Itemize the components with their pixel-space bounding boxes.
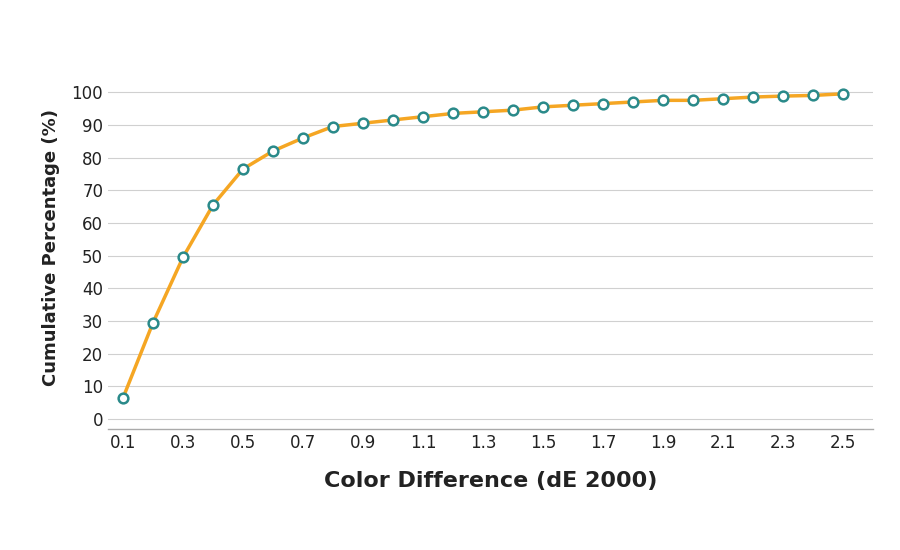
- Y-axis label: Cumulative Percentage (%): Cumulative Percentage (%): [42, 109, 60, 386]
- X-axis label: Color Difference (dE 2000): Color Difference (dE 2000): [324, 471, 657, 491]
